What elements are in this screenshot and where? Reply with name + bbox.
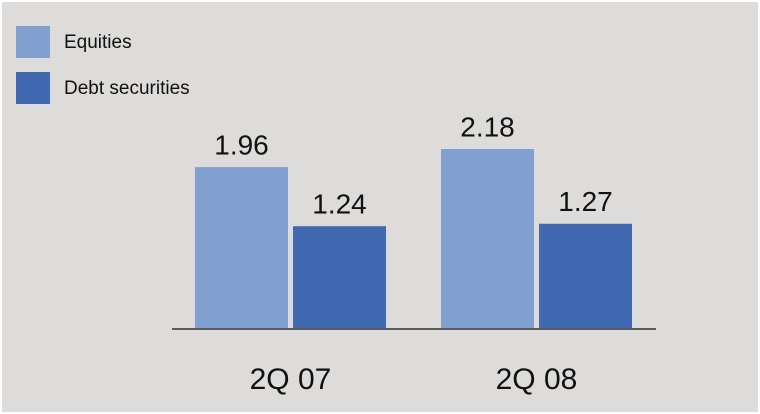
bar	[293, 226, 386, 328]
legend-swatch	[16, 72, 50, 104]
x-tick-label: 2Q 07	[250, 363, 332, 396]
bar	[195, 167, 288, 328]
legend-swatch	[16, 26, 50, 58]
value-label: 2.18	[460, 111, 515, 142]
value-label: 1.24	[312, 189, 367, 220]
value-label: 1.96	[214, 129, 269, 160]
legend-label: Debt securities	[64, 78, 190, 99]
bar	[441, 149, 534, 328]
legend-label: Equities	[64, 32, 132, 53]
bar	[539, 223, 632, 328]
value-label: 1.27	[558, 186, 613, 217]
x-tick-label: 2Q 08	[496, 363, 578, 396]
